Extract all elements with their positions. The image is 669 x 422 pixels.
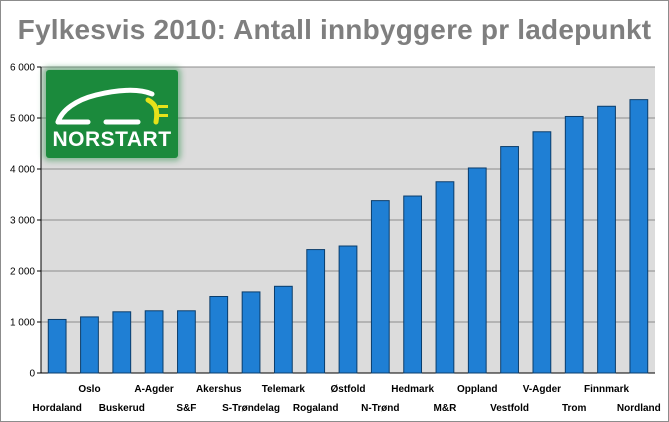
- bar-s-f: [177, 310, 196, 374]
- electric-car-icon: [55, 87, 168, 125]
- x-tick-label: Oppland: [457, 384, 498, 395]
- bar-m-r: [435, 181, 455, 374]
- x-tick-label: Nordland: [617, 403, 661, 414]
- bar-buskerud: [112, 311, 132, 374]
- bar-vestfold: [500, 146, 519, 374]
- bar-akershus: [209, 296, 229, 374]
- bar-telemark: [273, 285, 293, 374]
- bar-a-agder: [144, 310, 164, 374]
- x-tick-label: Akershus: [196, 384, 242, 395]
- y-tick-label: 4 000: [10, 165, 35, 176]
- x-tick-label: Telemark: [262, 384, 306, 395]
- bar-hedmark: [403, 195, 423, 374]
- bar-trom: [564, 115, 584, 374]
- chart-title: Fylkesvis 2010: Antall innbyggere pr lad…: [17, 14, 652, 45]
- x-tick-label: S&F: [176, 403, 196, 414]
- y-tick-label: 0: [29, 369, 35, 380]
- norstart-logo: NORSTART: [46, 70, 178, 158]
- y-tick-label: 3 000: [10, 216, 35, 227]
- x-tick-label: Vestfold: [490, 403, 529, 414]
- bar-nordland: [629, 99, 649, 374]
- bar-østfold: [338, 245, 358, 374]
- x-tick-label: Østfold: [331, 384, 366, 395]
- logo-text: NORSTART: [52, 128, 172, 151]
- x-tick-label: N-Trønd: [361, 403, 399, 414]
- bar-n-trønd: [370, 200, 390, 374]
- x-tick-label: S-Trøndelag: [222, 403, 280, 414]
- x-tick-label: V-Agder: [523, 384, 561, 395]
- bar-oppland: [467, 167, 487, 374]
- x-tick-label: Hedmark: [391, 384, 434, 395]
- y-tick-label: 5 000: [10, 114, 35, 125]
- y-tick-label: 6 000: [10, 63, 35, 74]
- bar-v-agder: [532, 131, 552, 374]
- x-tick-label: Buskerud: [99, 403, 145, 414]
- x-tick-label: Rogaland: [293, 403, 339, 414]
- x-tick-label: A-Agder: [134, 384, 174, 395]
- bar-oslo: [80, 316, 99, 374]
- y-tick-label: 1 000: [10, 318, 35, 329]
- x-tick-label: Oslo: [78, 384, 100, 395]
- bar-finnmark: [597, 105, 616, 374]
- bar-rogaland: [306, 249, 326, 374]
- y-tick-label: 2 000: [10, 267, 35, 278]
- x-tick-label: Finnmark: [584, 384, 629, 395]
- x-tick-label: M&R: [434, 403, 458, 414]
- x-tick-label: Hordaland: [32, 403, 81, 414]
- x-tick-label: Trom: [562, 403, 587, 414]
- bar-s-trøndelag: [241, 291, 261, 374]
- bar-hordaland: [47, 318, 67, 374]
